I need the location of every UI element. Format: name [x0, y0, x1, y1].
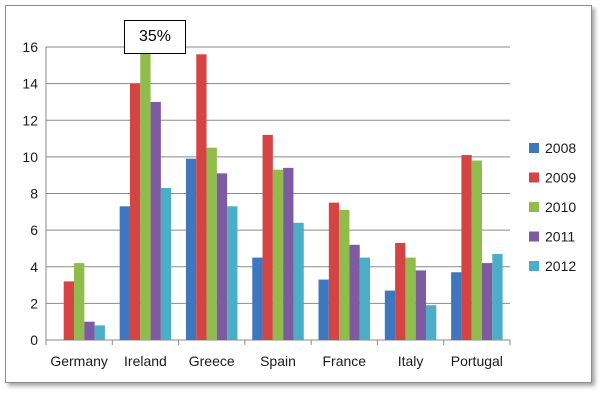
- bar: [349, 244, 360, 340]
- bar: [405, 257, 416, 340]
- legend-swatch: [529, 261, 539, 271]
- bar: [492, 253, 503, 340]
- bar: [63, 281, 74, 340]
- y-tick-label: 6: [30, 222, 38, 238]
- chart-frame: 0 2 4 6 8 10 12 14 16 Germany Ireland Greece Spain Fr…: [5, 5, 592, 383]
- legend-swatch: [529, 143, 539, 153]
- legend-label: 2008: [545, 140, 576, 156]
- bar: [206, 147, 217, 340]
- y-tick-label: 10: [22, 149, 38, 165]
- bar: [129, 83, 141, 340]
- legend: 2008 2009 2010 2011 2012: [529, 140, 576, 274]
- bar: [451, 272, 462, 340]
- y-tick-label: 16: [22, 39, 38, 55]
- x-tick-label: Ireland: [124, 353, 167, 369]
- legend-label: 2009: [545, 170, 576, 186]
- bar: [140, 50, 151, 340]
- y-tick-label: 14: [22, 76, 38, 92]
- bar: [384, 290, 396, 340]
- bar: [216, 173, 228, 340]
- y-tick-label: 2: [30, 295, 38, 311]
- bar: [328, 202, 340, 340]
- bar: [252, 257, 263, 340]
- bar: [293, 222, 304, 340]
- bars: [63, 50, 503, 340]
- y-tick-label: 8: [30, 186, 38, 202]
- legend-label: 2010: [545, 199, 576, 215]
- bar: [426, 305, 437, 340]
- legend-label: 2012: [545, 258, 576, 274]
- bar: [94, 325, 105, 340]
- bar: [283, 167, 294, 340]
- bar: [84, 321, 95, 340]
- annotation-callout: 35%: [124, 20, 186, 54]
- x-tick-label: Italy: [398, 353, 424, 369]
- bar: [119, 206, 130, 340]
- bar: [461, 155, 472, 340]
- bar: [471, 160, 483, 340]
- bar: [227, 206, 238, 340]
- bar: [395, 242, 406, 340]
- legend-swatch: [529, 231, 539, 242]
- legend-swatch: [529, 202, 539, 212]
- bar: [150, 101, 161, 340]
- bar: [318, 279, 329, 340]
- x-tick-label: Spain: [260, 353, 296, 369]
- bar: [415, 270, 427, 340]
- bar: [339, 209, 350, 340]
- x-tick-label: Greece: [189, 353, 235, 369]
- bar-chart: 0 2 4 6 8 10 12 14 16 Germany Ireland Greece Spain Fr…: [22, 39, 576, 369]
- y-tick-label: 0: [30, 332, 38, 348]
- bar: [272, 169, 284, 340]
- y-tick-label: 4: [30, 259, 38, 275]
- axis-labels: 0 2 4 6 8 10 12 14 16 Germany Ireland Greece Spain Fr…: [22, 39, 503, 369]
- bar: [160, 188, 172, 340]
- bar: [73, 263, 85, 340]
- bar: [359, 257, 371, 340]
- x-tick-label: Germany: [50, 353, 108, 369]
- bar: [482, 263, 493, 340]
- legend-label: 2011: [545, 229, 575, 245]
- bar: [262, 134, 273, 340]
- bar: [185, 158, 197, 340]
- x-tick-label: Portugal: [451, 353, 503, 369]
- y-tick-label: 12: [22, 112, 38, 128]
- x-tick-label: France: [322, 353, 366, 369]
- legend-swatch: [529, 172, 539, 183]
- bar: [196, 54, 207, 340]
